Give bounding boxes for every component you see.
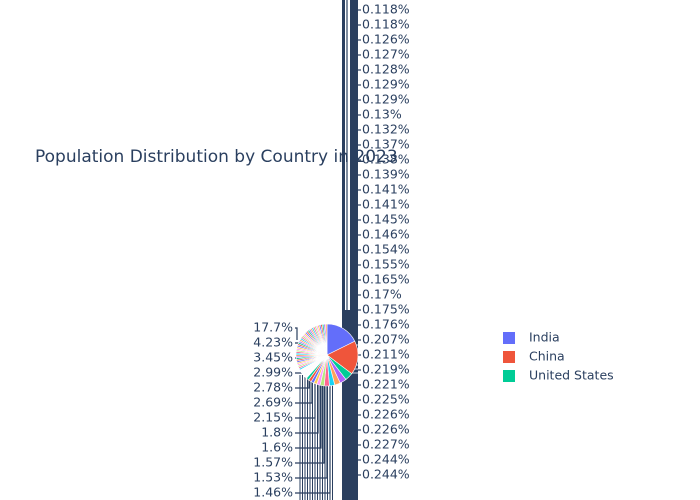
percent-label: 0.138% xyxy=(362,152,410,167)
percent-label: 17.7% xyxy=(253,320,293,335)
leader-lines xyxy=(295,0,361,500)
percent-label: 0.145% xyxy=(362,212,410,227)
percent-label: 1.46% xyxy=(253,485,293,500)
percent-label: 0.17% xyxy=(362,287,402,302)
percent-label: 0.175% xyxy=(362,302,410,317)
percent-label: 0.13% xyxy=(362,107,402,122)
percent-label: 4.23% xyxy=(253,335,293,350)
percent-label: 0.118% xyxy=(362,17,410,32)
percent-label: 0.118% xyxy=(362,2,410,17)
percent-label: 0.139% xyxy=(362,167,410,182)
percent-label: 0.165% xyxy=(362,272,410,287)
percent-label: 0.226% xyxy=(362,407,410,422)
leader-line xyxy=(295,327,298,340)
percent-label: 2.78% xyxy=(253,380,293,395)
legend-entry[interactable]: India xyxy=(529,330,560,345)
percent-label: 0.226% xyxy=(362,422,410,437)
percent-label: 2.99% xyxy=(253,365,293,380)
chart-title: Population Distribution by Country in 20… xyxy=(35,147,398,167)
pie xyxy=(295,323,359,387)
percent-label: 0.132% xyxy=(362,122,410,137)
percent-label: 0.141% xyxy=(362,197,410,212)
percent-label: 1.8% xyxy=(261,425,293,440)
percent-label: 0.127% xyxy=(362,47,410,62)
percent-label: 0.146% xyxy=(362,227,410,242)
percent-label: 0.207% xyxy=(362,332,410,347)
legend-entry[interactable]: United States xyxy=(529,368,614,383)
percent-label: 0.129% xyxy=(362,92,410,107)
pie-slice xyxy=(325,323,328,356)
percent-label: 0.154% xyxy=(362,242,410,257)
percent-label: 0.221% xyxy=(362,377,410,392)
percent-label: 0.141% xyxy=(362,182,410,197)
percent-label: 0.126% xyxy=(362,32,410,47)
percent-label: 2.69% xyxy=(253,395,293,410)
percent-label: 0.176% xyxy=(362,317,410,332)
percent-label: 0.244% xyxy=(362,467,410,482)
percent-label: 0.128% xyxy=(362,62,410,77)
percent-label: 0.219% xyxy=(362,362,410,377)
left-percent-labels: 17.7%4.23%3.45%2.99%2.78%2.69%2.15%1.8%1… xyxy=(253,320,293,500)
legend-swatch[interactable] xyxy=(503,351,515,363)
legend-entry[interactable]: China xyxy=(529,349,565,364)
percent-label: 0.129% xyxy=(362,77,410,92)
percent-label: 0.155% xyxy=(362,257,410,272)
legend-swatch[interactable] xyxy=(503,370,515,382)
percent-label: 1.57% xyxy=(253,455,293,470)
percent-label: 1.6% xyxy=(261,440,293,455)
percent-label: 0.137% xyxy=(362,137,410,152)
percent-label: 0.225% xyxy=(362,392,410,407)
percent-label: 3.45% xyxy=(253,350,293,365)
percent-label: 0.244% xyxy=(362,452,410,467)
percent-label: 0.227% xyxy=(362,437,410,452)
right-percent-labels: 0.118%0.118%0.126%0.127%0.128%0.129%0.12… xyxy=(362,2,410,482)
leader-line xyxy=(295,372,322,449)
legend: India China United States xyxy=(503,330,614,383)
percent-label: 1.53% xyxy=(253,470,293,485)
percent-label: 0.211% xyxy=(362,347,410,362)
legend-swatch[interactable] xyxy=(503,332,515,344)
percent-label: 2.15% xyxy=(253,410,293,425)
